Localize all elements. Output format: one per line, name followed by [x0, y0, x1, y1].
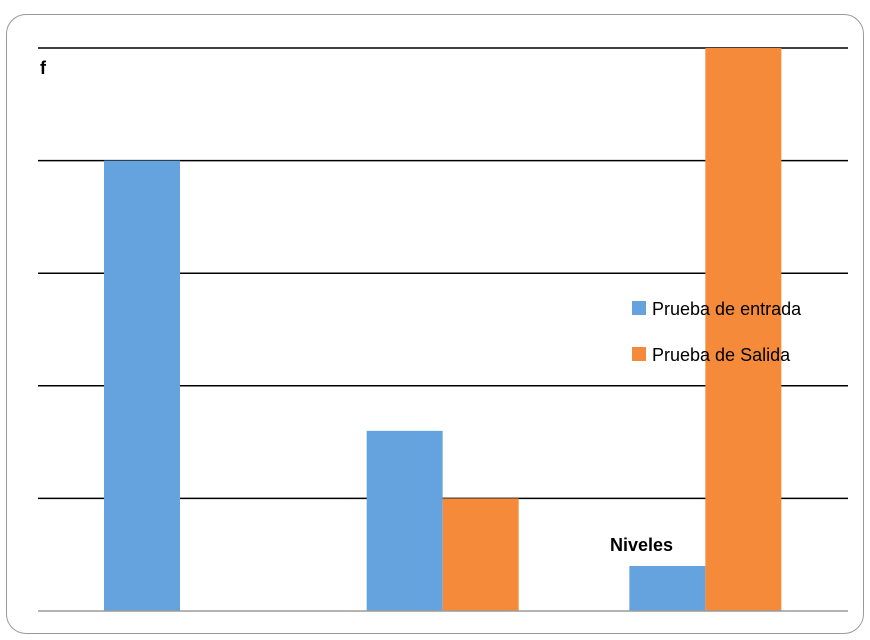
bar-salida-3	[705, 48, 782, 611]
legend-label: Prueba de entrada	[652, 299, 802, 319]
legend-swatch	[632, 301, 646, 315]
y-axis-title: f	[40, 58, 47, 78]
bar-entrada-3	[629, 565, 706, 611]
x-axis-title: Niveles	[610, 535, 673, 555]
bar-salida-2	[442, 498, 519, 611]
bar-entrada-1	[104, 160, 180, 611]
bars	[104, 48, 782, 611]
bar-entrada-2	[366, 430, 443, 611]
legend: Prueba de entrada Prueba de Salida	[632, 299, 802, 365]
legend-label: Prueba de Salida	[652, 345, 791, 365]
legend-swatch	[632, 347, 646, 361]
